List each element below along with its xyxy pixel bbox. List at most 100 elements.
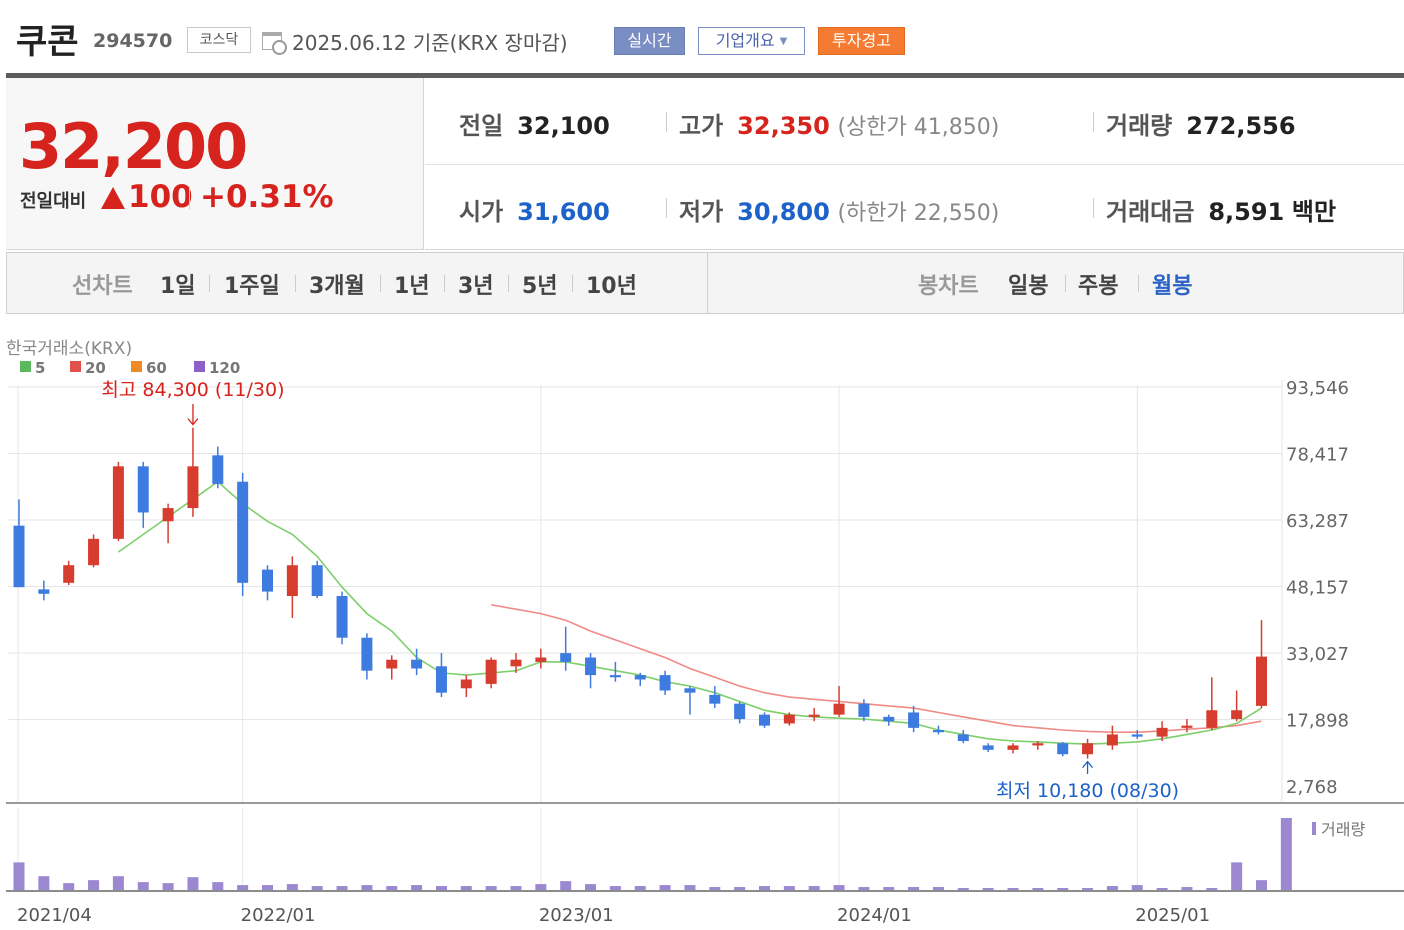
volume-bar: [311, 886, 323, 890]
tab-divider: [295, 275, 296, 292]
low-arrow-head: [1082, 760, 1094, 769]
tab-3m[interactable]: 3개월: [309, 274, 365, 299]
volume-bar: [286, 884, 298, 890]
y-tick-label: 63,287: [1286, 511, 1349, 532]
legend-label: 20: [85, 359, 106, 377]
candle-body: [833, 703, 845, 715]
legend-swatch: [194, 361, 205, 372]
candle-body: [709, 694, 721, 704]
volume-bar: [411, 885, 423, 890]
open-cell: 시가 31,600: [459, 192, 610, 227]
tab-5y[interactable]: 5년: [522, 274, 558, 299]
volume-bar: [833, 885, 845, 890]
volume-bar: [137, 882, 149, 890]
volume-bar: [585, 884, 597, 890]
tab-divider: [1138, 275, 1139, 292]
stock-name: 쿠콘: [16, 22, 79, 62]
legend-swatch: [131, 361, 142, 372]
candle-body: [1206, 710, 1218, 728]
candle-body: [957, 734, 969, 742]
trade-amount-value: 8,591: [1208, 198, 1285, 226]
candle-body: [783, 714, 795, 724]
volume-bar: [734, 887, 746, 890]
volume-bar: [908, 887, 920, 890]
tab-weekly[interactable]: 주봉: [1078, 274, 1119, 299]
x-tick-label: 2023/01: [539, 905, 614, 926]
volume-bar: [237, 885, 249, 890]
low-annotation: 최저 10,180 (08/30): [996, 780, 1179, 802]
summary-divider: [1093, 198, 1094, 218]
volume-bar: [336, 886, 348, 890]
prev-close-value: 32,100: [517, 112, 610, 140]
volume-bar: [13, 862, 25, 890]
candle-body: [510, 659, 522, 667]
candle-body: [336, 595, 348, 638]
volume-bar: [1280, 818, 1292, 890]
date-info: 2025.06.12 기준(KRX 장마감): [292, 31, 568, 55]
volume-bar: [510, 886, 522, 890]
candle-body: [684, 688, 696, 693]
volume-bar: [982, 888, 994, 890]
volume-bar: [560, 881, 572, 890]
volume-label: 거래량: [1106, 112, 1173, 140]
volume-bar: [1032, 888, 1044, 890]
volume-bar: [1256, 880, 1267, 890]
candle-body: [187, 466, 199, 509]
volume-bar: [858, 887, 870, 890]
realtime-button[interactable]: 실시간: [614, 27, 685, 55]
candle-chart-label: 봉차트: [918, 274, 979, 299]
tab-monthly[interactable]: 월봉: [1152, 274, 1193, 299]
volume-bar: [709, 887, 721, 890]
legend-swatch: [70, 361, 81, 372]
x-tick-label: 2022/01: [241, 905, 316, 926]
summary-divider: [666, 112, 667, 132]
tab-1d[interactable]: 1일: [160, 274, 196, 299]
candle-body: [858, 703, 870, 717]
price-change: 100: [128, 179, 193, 215]
candle-body: [1181, 725, 1193, 728]
y-tick-label: 17,898: [1286, 710, 1349, 731]
tab-10y[interactable]: 10년: [586, 274, 637, 299]
volume-cell: 거래량 272,556: [1106, 106, 1296, 141]
candle-body: [982, 745, 994, 750]
volume-bar: [684, 885, 696, 890]
volume-bar: [808, 886, 820, 890]
summary-divider: [666, 198, 667, 218]
tab-1w[interactable]: 1주일: [224, 274, 280, 299]
tab-divider: [380, 275, 381, 292]
upper-limit: (상한가 41,850): [837, 115, 1000, 140]
low-cell: 저가 30,800 (하한가 22,550): [679, 192, 999, 227]
change-label: 전일대비: [20, 191, 87, 212]
chart-source-label: 한국거래소(KRX): [6, 339, 132, 359]
volume-bar: [1156, 888, 1168, 890]
ma20-line: [491, 604, 1262, 733]
candle-body: [460, 679, 472, 689]
company-overview-dropdown[interactable]: 기업개요 ▼: [698, 27, 805, 55]
volume-bar: [634, 886, 646, 890]
volume-bar: [535, 884, 547, 890]
low-label: 저가: [679, 198, 724, 226]
candle-body: [38, 589, 50, 594]
stock-code: 294570: [93, 30, 173, 52]
chart-period-tabs: 선차트 1일 1주일 3개월 1년 3년 5년 10년 봉차트 일봉 주봉 월봉: [6, 252, 1404, 314]
tab-daily[interactable]: 일봉: [1008, 274, 1049, 299]
header-divider: [6, 73, 1404, 78]
trade-amount-unit: 백만: [1291, 198, 1337, 226]
volume-bar: [883, 887, 895, 890]
chevron-down-icon: ▼: [779, 36, 788, 47]
monthly-candlestick-chart[interactable]: 한국거래소(KRX)5 20 60 120 93,546 78,417 63,287 48,1…: [0, 330, 1404, 930]
change-separator: [189, 187, 190, 209]
tab-3y[interactable]: 3년: [458, 274, 494, 299]
calendar-clock-icon: [262, 32, 287, 55]
candle-body: [311, 565, 323, 596]
legend-label: 5: [35, 359, 45, 377]
prev-close-label: 전일: [459, 112, 504, 140]
high-label: 고가: [679, 112, 724, 140]
volume-bar: [1131, 885, 1143, 890]
prev-close-cell: 전일 32,100: [459, 106, 610, 141]
candle-body: [759, 714, 770, 726]
candle-body: [932, 730, 944, 733]
tab-1y[interactable]: 1년: [394, 274, 430, 299]
y-tick-label: 33,027: [1286, 644, 1349, 665]
candle-body: [609, 675, 621, 678]
